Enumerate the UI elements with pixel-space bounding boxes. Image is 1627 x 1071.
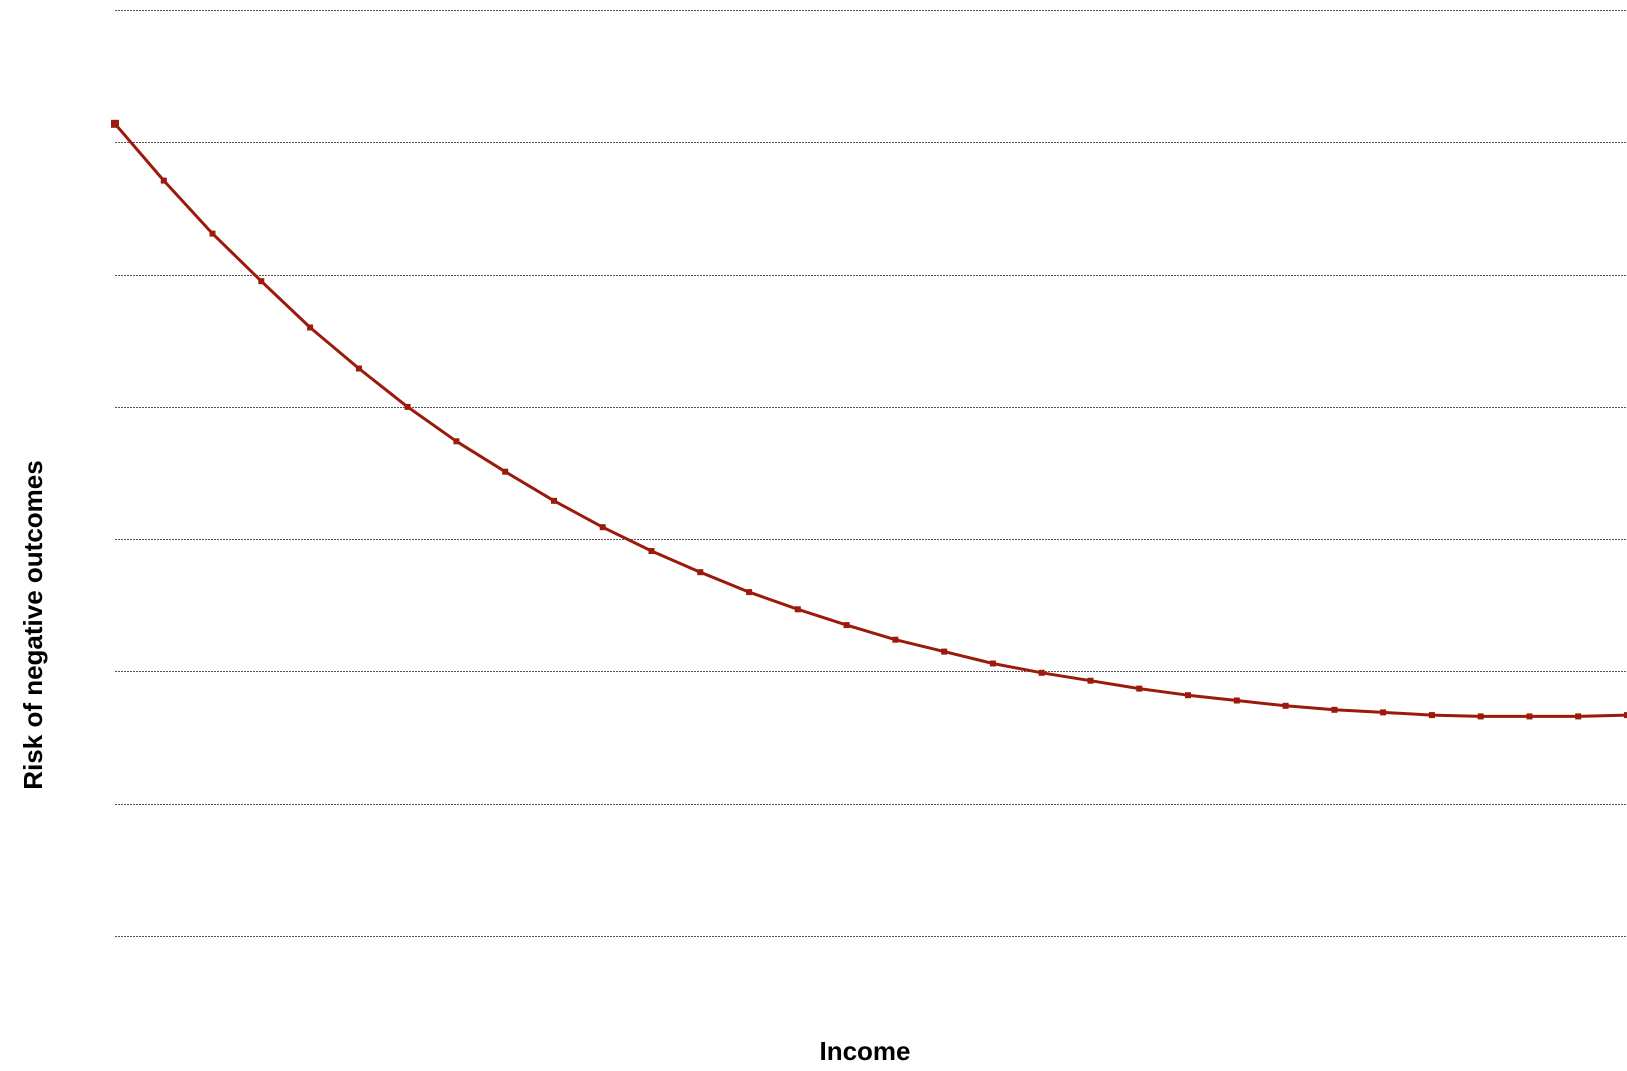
data-point [1331,707,1337,713]
data-point [161,178,167,184]
data-point [1380,709,1386,715]
data-point [892,637,898,643]
data-point [795,606,801,612]
data-point [1575,713,1581,719]
data-point [258,278,264,284]
series-line [115,124,1627,717]
data-point [1283,703,1289,709]
data-point [453,438,459,444]
data-point [1136,686,1142,692]
data-point [1234,698,1240,704]
data-point [112,121,118,127]
data-point [844,622,850,628]
data-point [1478,713,1484,719]
data-point [551,498,557,504]
data-point [649,548,655,554]
series-layer [112,121,1627,720]
data-point [1185,692,1191,698]
data-point [990,661,996,667]
x-axis-label: Income [819,1036,910,1066]
data-point [1429,712,1435,718]
data-point [1527,713,1533,719]
data-point [941,649,947,655]
data-point [307,325,313,331]
data-point [210,231,216,237]
y-axis-label: Risk of negative outcomes [18,460,48,789]
data-point [1039,670,1045,676]
grid [115,11,1627,937]
data-point [356,366,362,372]
data-point [502,469,508,475]
data-point [1088,678,1094,684]
data-point [697,569,703,575]
data-point [600,524,606,530]
data-point [405,404,411,410]
data-point [746,589,752,595]
